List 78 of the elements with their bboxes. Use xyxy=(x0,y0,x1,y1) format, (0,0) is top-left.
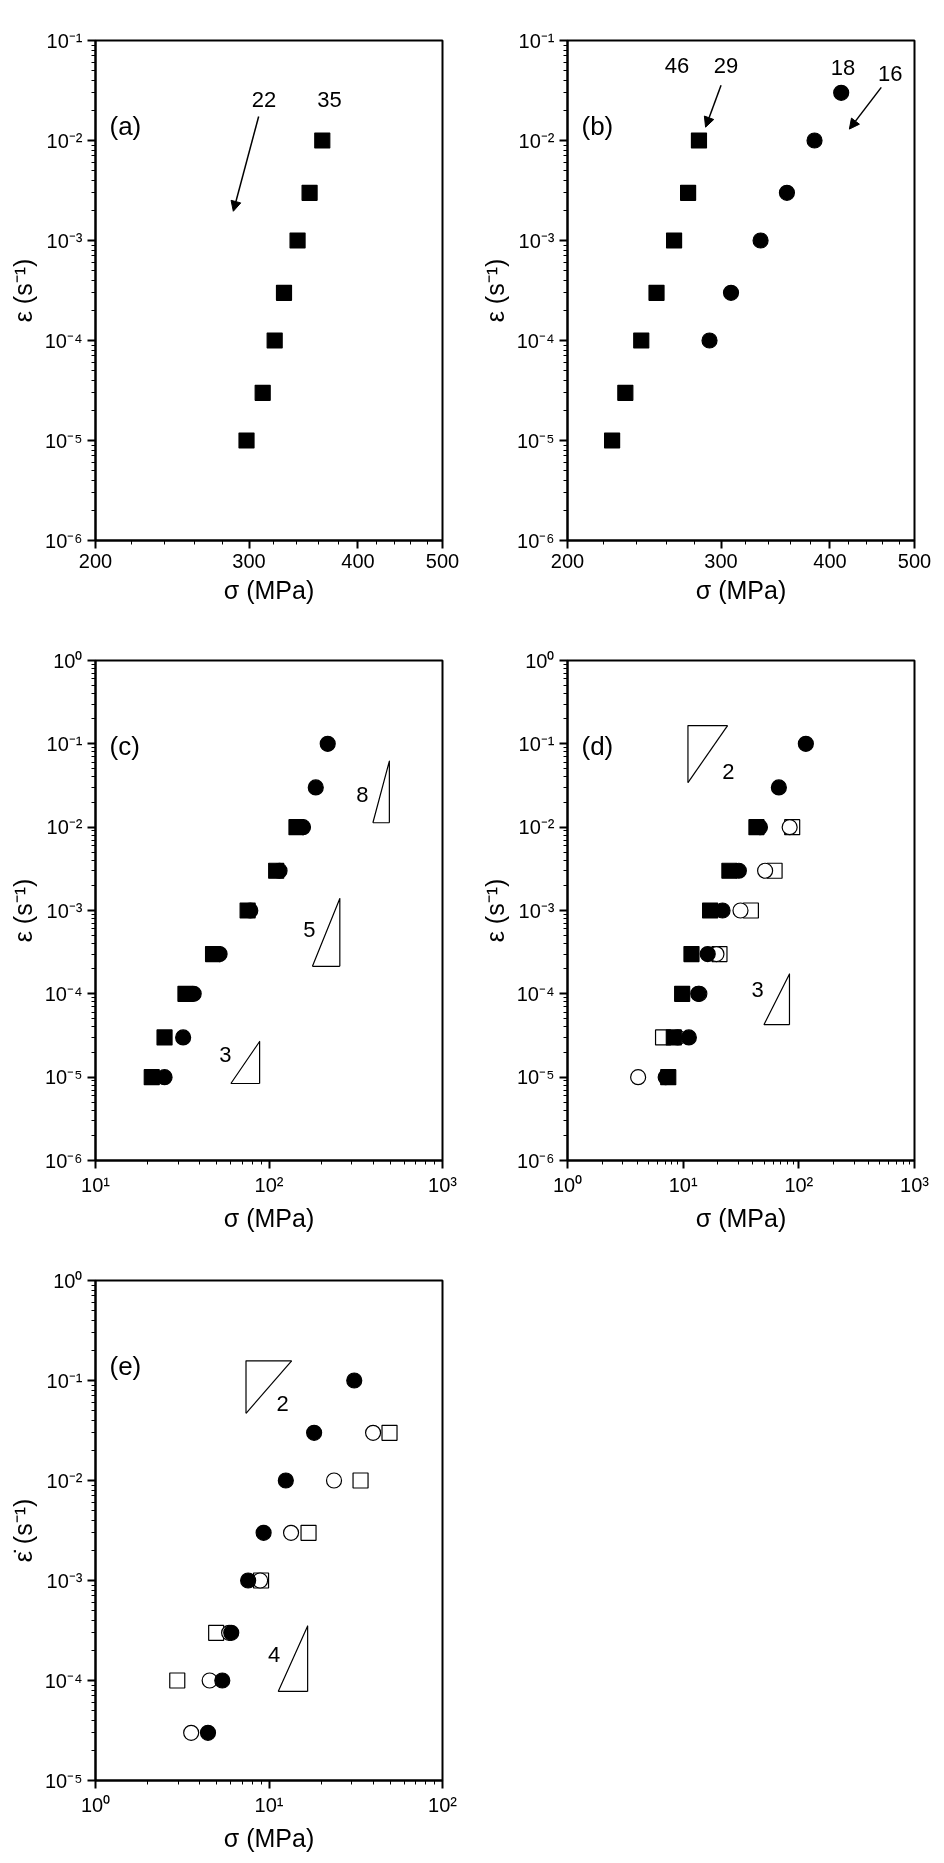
y-tick-label: 10⁻⁴ xyxy=(44,1669,83,1692)
x-tick-label: 10³ xyxy=(428,1173,458,1196)
y-tick-label: 10⁻³ xyxy=(46,229,83,252)
y-tick-label: 10⁻¹ xyxy=(46,1369,83,1392)
y-tick-label: 10⁻² xyxy=(46,816,83,839)
x-tick-label: 500 xyxy=(897,549,932,572)
y-axis-title: ε (s⁻¹) xyxy=(480,258,509,323)
x-tick-label: 10³ xyxy=(900,1173,930,1196)
x-tick-label: 400 xyxy=(341,549,375,572)
x-tick-label: 300 xyxy=(232,549,266,572)
text: (d) xyxy=(581,730,614,761)
y-tick-label: 10⁻¹ xyxy=(46,29,83,52)
x-tick-label: 300 xyxy=(704,549,738,572)
y-tick-label: 10⁻² xyxy=(518,816,555,839)
annotation: 2 xyxy=(722,758,735,784)
annotation: 2 xyxy=(276,1390,289,1416)
annotation: 22 xyxy=(251,86,277,112)
x-tick-label: 10¹ xyxy=(668,1173,698,1196)
x-axis-title: σ (MPa) xyxy=(223,1203,315,1232)
y-tick-label: 10⁻⁶ xyxy=(45,529,83,552)
x-tick-label: 10² xyxy=(784,1173,814,1196)
y-tick-label: 10⁻² xyxy=(46,1469,83,1492)
y-axis-title: ε̇ (s⁻¹) xyxy=(8,1498,37,1563)
y-tick-label: 10⁻³ xyxy=(46,899,83,922)
y-tick-label: 10⁻⁵ xyxy=(44,1769,83,1792)
y-tick-label: 10⁻³ xyxy=(518,229,555,252)
annotation: 18 xyxy=(830,54,856,80)
annotation: 29 xyxy=(713,53,739,79)
x-tick-label: 10¹ xyxy=(81,1173,111,1196)
y-tick-label: 10⁰ xyxy=(525,649,555,672)
annotation: 5 xyxy=(303,917,316,943)
text: (e) xyxy=(109,1350,142,1381)
x-tick-label: 10¹ xyxy=(254,1793,284,1816)
x-tick-label: 10⁰ xyxy=(552,1173,583,1196)
x-axis-title: σ (MPa) xyxy=(695,1203,787,1232)
y-tick-label: 10⁻⁵ xyxy=(44,1066,83,1089)
y-tick-label: 10⁻⁵ xyxy=(516,429,555,452)
annotation: 3 xyxy=(219,1042,232,1068)
x-tick-label: 10² xyxy=(428,1793,458,1816)
x-axis-title: σ (MPa) xyxy=(695,575,787,604)
text: (a) xyxy=(109,110,142,141)
y-tick-label: 10⁻⁶ xyxy=(517,1149,555,1172)
annotation: 8 xyxy=(356,781,369,807)
y-tick-label: 10⁻⁶ xyxy=(517,529,555,552)
y-tick-label: 10⁻⁴ xyxy=(516,329,555,352)
x-tick-label: 400 xyxy=(813,549,847,572)
x-tick-label: 500 xyxy=(425,549,460,572)
y-tick-label: 10⁻⁴ xyxy=(44,982,83,1005)
annotation: 46 xyxy=(664,53,690,79)
y-tick-label: 10⁻¹ xyxy=(46,732,83,755)
annotation: 3 xyxy=(751,977,764,1003)
y-tick-label: 10⁻³ xyxy=(46,1569,83,1592)
y-tick-label: 10⁻⁴ xyxy=(44,329,83,352)
text: (b) xyxy=(581,110,614,141)
y-tick-label: 10⁻¹ xyxy=(518,732,555,755)
x-tick-label: 10² xyxy=(254,1173,284,1196)
x-axis-title: σ (MPa) xyxy=(223,1823,315,1852)
x-tick-label: 10⁰ xyxy=(80,1793,111,1816)
x-tick-label: 200 xyxy=(78,549,113,572)
y-tick-label: 10⁻⁶ xyxy=(45,1149,83,1172)
y-tick-label: 10⁻² xyxy=(518,129,555,152)
y-tick-label: 10⁰ xyxy=(53,1269,83,1292)
y-axis-title: ε (s⁻¹) xyxy=(480,878,509,943)
text: (c) xyxy=(109,730,140,761)
y-tick-label: 10⁻⁴ xyxy=(516,982,555,1005)
y-tick-label: 10⁻³ xyxy=(518,899,555,922)
y-axis-title: ε (s⁻¹) xyxy=(8,878,37,943)
annotation: 4 xyxy=(267,1641,281,1667)
y-tick-label: 10⁰ xyxy=(53,649,83,672)
y-axis-title: ε (s⁻¹) xyxy=(8,258,37,323)
y-tick-label: 10⁻¹ xyxy=(518,29,555,52)
annotation: 16 xyxy=(878,60,903,86)
annotation: 35 xyxy=(317,86,342,112)
x-tick-label: 200 xyxy=(550,549,585,572)
y-tick-label: 10⁻⁵ xyxy=(44,429,83,452)
y-tick-label: 10⁻² xyxy=(46,129,83,152)
y-tick-label: 10⁻⁵ xyxy=(516,1066,555,1089)
x-axis-title: σ (MPa) xyxy=(223,575,315,604)
